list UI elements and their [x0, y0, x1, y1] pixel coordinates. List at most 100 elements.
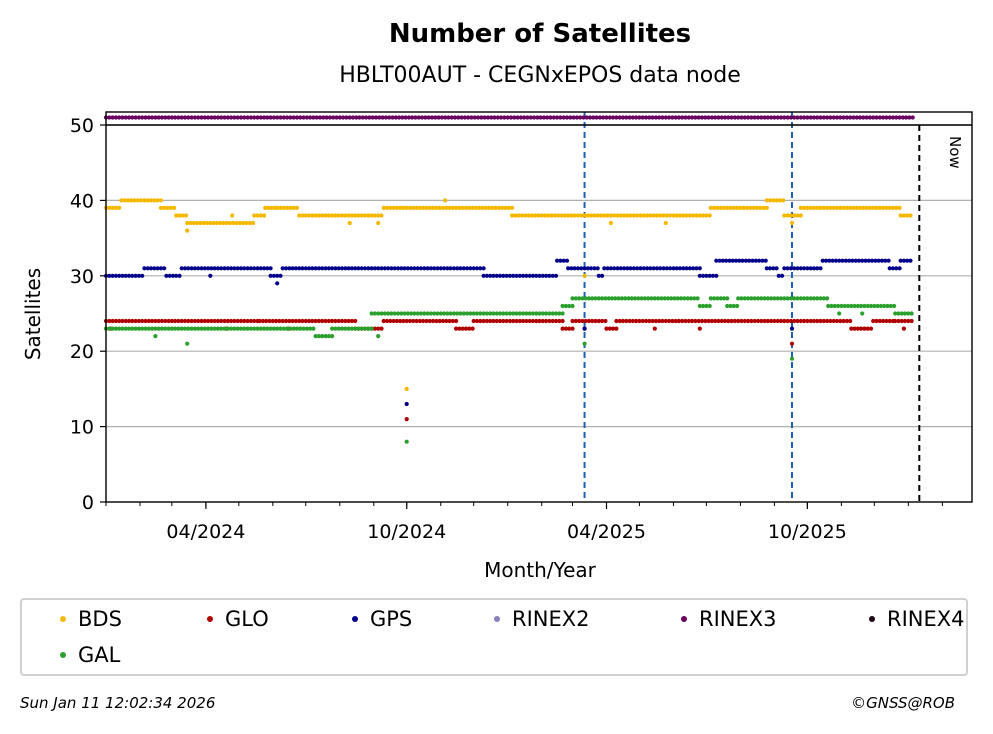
data-point: [476, 115, 481, 120]
data-point: [242, 266, 247, 271]
data-point: [130, 273, 135, 278]
data-point: [120, 326, 125, 331]
data-point: [628, 266, 633, 271]
data-point: [110, 205, 115, 210]
data-point: [235, 326, 240, 331]
data-point: [604, 326, 609, 331]
data-point: [513, 213, 518, 218]
data-point: [159, 318, 165, 324]
data-point: [874, 205, 879, 210]
data-point: [654, 266, 660, 271]
data-point: [831, 318, 836, 324]
data-point: [417, 318, 422, 324]
data-point: [354, 115, 359, 120]
data-point: [789, 341, 795, 346]
data-point: [142, 198, 147, 203]
data-point: [887, 115, 892, 120]
data-point: [788, 296, 794, 301]
data-point: [736, 296, 741, 301]
data-point: [511, 311, 516, 316]
data-point: [805, 266, 810, 271]
data-point: [212, 318, 217, 324]
data-point: [406, 115, 411, 120]
data-point: [537, 311, 542, 316]
data-point: [579, 213, 584, 218]
data-point: [759, 296, 764, 301]
data-point: [788, 213, 794, 218]
data-point: [130, 326, 135, 331]
data-point: [707, 213, 712, 218]
data-point: [818, 115, 823, 120]
data-point: [110, 115, 115, 120]
data-point: [280, 318, 285, 324]
data-point: [402, 266, 407, 271]
data-point: [881, 205, 886, 210]
data-point: [608, 266, 614, 271]
data-point: [896, 318, 901, 324]
data-point: [334, 115, 339, 120]
data-point: [238, 115, 244, 120]
data-point: [136, 326, 141, 331]
data-point: [219, 266, 224, 271]
data-point: [164, 273, 169, 278]
data-point: [110, 273, 115, 278]
data-point: [176, 318, 181, 324]
data-point: [376, 213, 381, 218]
data-point: [186, 326, 191, 331]
data-point: [399, 266, 404, 271]
data-point: [222, 266, 227, 271]
data-point: [326, 334, 331, 339]
data-point: [653, 115, 659, 120]
data-point: [212, 266, 217, 271]
data-point: [651, 266, 656, 271]
data-point: [188, 220, 193, 226]
data-point: [425, 266, 430, 271]
data-point: [271, 115, 276, 120]
data-point: [730, 258, 735, 263]
data-point: [652, 296, 657, 301]
data-point: [339, 213, 345, 218]
data-point: [229, 318, 234, 324]
data-point: [117, 326, 122, 331]
data-point: [362, 326, 368, 331]
data-point: [828, 318, 833, 324]
data-point: [313, 334, 318, 339]
data-point: [603, 318, 608, 324]
data-point: [624, 318, 629, 324]
data-point: [589, 266, 594, 271]
data-point: [749, 318, 754, 324]
data-point: [848, 318, 853, 324]
data-point: [788, 115, 794, 120]
data-point: [575, 266, 581, 271]
data-point: [323, 334, 328, 339]
data-point: [885, 303, 890, 309]
data-point: [675, 296, 680, 301]
data-point: [357, 115, 362, 120]
data-point: [614, 318, 619, 324]
data-point: [182, 266, 188, 271]
data-point: [890, 266, 896, 271]
data-point: [890, 205, 896, 210]
data-point: [176, 326, 181, 331]
data-point: [229, 266, 234, 271]
data-point: [901, 326, 907, 331]
data-point: [593, 296, 598, 301]
data-point: [652, 326, 657, 331]
data-point: [765, 318, 770, 324]
data-point: [366, 213, 371, 218]
data-point: [402, 311, 407, 316]
data-point: [764, 205, 769, 210]
data-point: [795, 318, 800, 324]
data-point: [434, 318, 439, 324]
data-point: [728, 205, 733, 210]
legend-item-gps: GPS: [352, 607, 412, 631]
data-point: [143, 115, 148, 120]
data-point: [281, 326, 286, 331]
data-point: [422, 266, 427, 271]
data-point: [232, 115, 237, 120]
data-point: [300, 318, 305, 324]
data-point: [876, 258, 881, 263]
data-point: [758, 205, 763, 210]
data-point: [640, 115, 645, 120]
data-point: [802, 115, 807, 120]
